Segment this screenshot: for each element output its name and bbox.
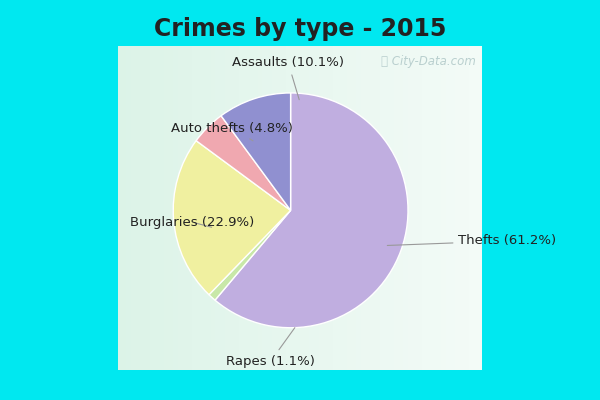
Wedge shape [173, 141, 290, 295]
Wedge shape [221, 93, 290, 210]
Wedge shape [209, 210, 290, 300]
Text: Crimes by type - 2015: Crimes by type - 2015 [154, 17, 446, 41]
Text: Assaults (10.1%): Assaults (10.1%) [232, 56, 344, 100]
Text: Rapes (1.1%): Rapes (1.1%) [226, 328, 315, 368]
Text: Burglaries (22.9%): Burglaries (22.9%) [130, 216, 254, 228]
Wedge shape [196, 116, 290, 210]
Text: Auto thefts (4.8%): Auto thefts (4.8%) [171, 122, 293, 141]
Text: ⓘ City-Data.com: ⓘ City-Data.com [381, 55, 476, 68]
Wedge shape [215, 93, 408, 328]
Text: Thefts (61.2%): Thefts (61.2%) [387, 234, 557, 247]
